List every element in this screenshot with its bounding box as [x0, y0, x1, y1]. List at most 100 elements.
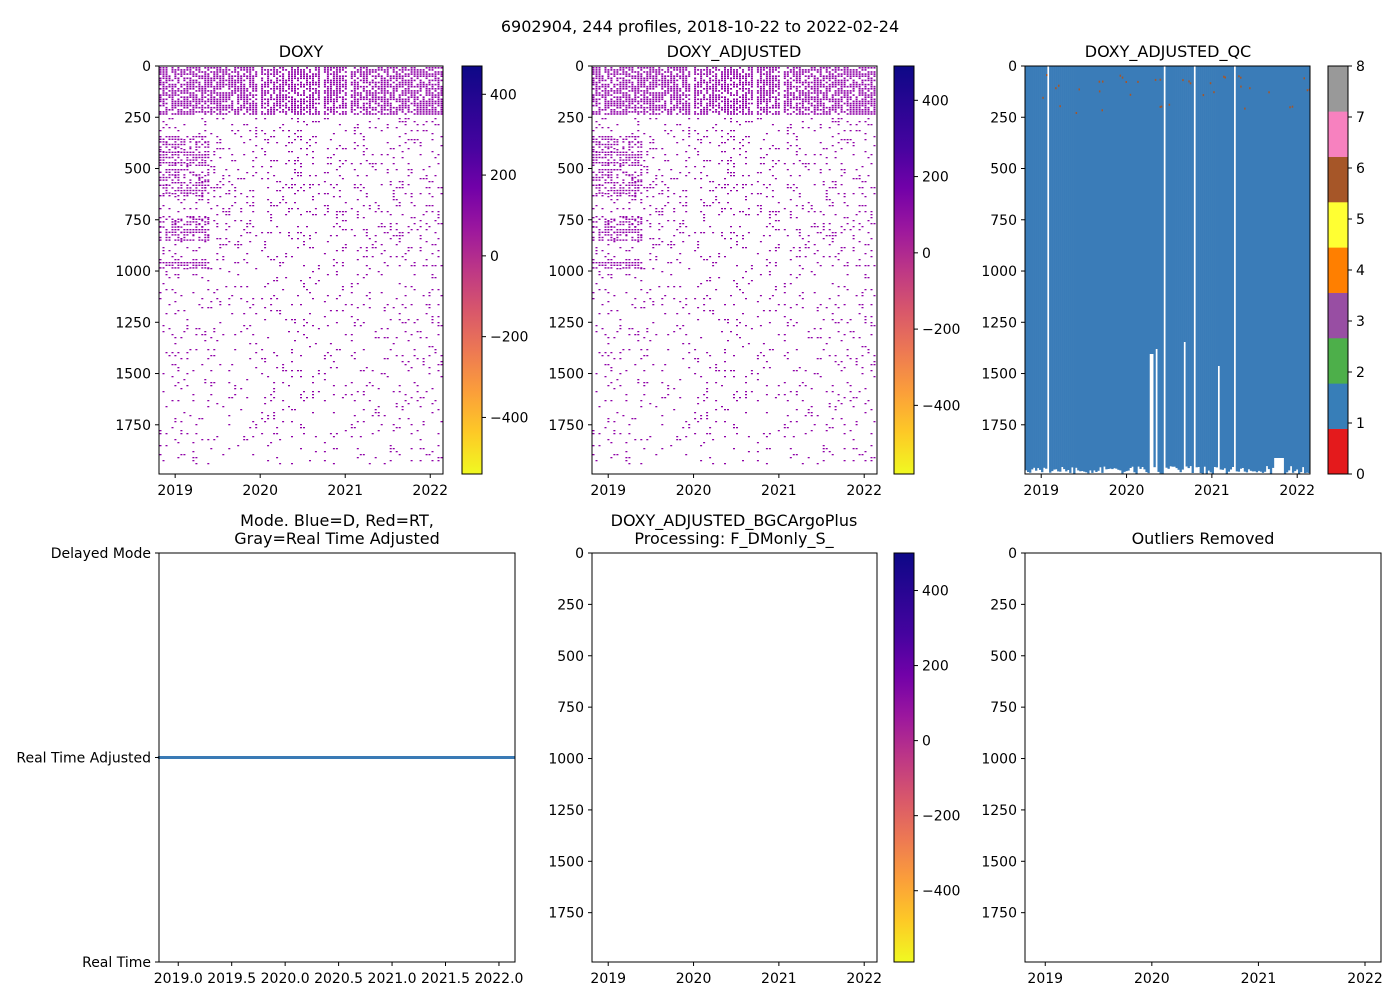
profile-sample	[419, 75, 422, 77]
profile-sample	[377, 75, 380, 77]
profile-sample	[655, 256, 658, 258]
profile-sample	[201, 184, 204, 186]
profile-sample	[359, 247, 362, 249]
profile-sample	[419, 83, 422, 86]
profile-sample	[309, 145, 311, 147]
profile-sample	[598, 142, 601, 144]
profile-sample	[721, 130, 723, 132]
profile-sample	[604, 364, 607, 366]
profile-sample	[643, 67, 646, 69]
profile-sample	[368, 463, 371, 465]
profile-sample	[598, 73, 601, 75]
profile-sample	[401, 100, 404, 103]
profile-sample	[344, 202, 347, 204]
profile-sample	[371, 109, 374, 111]
profile-sample	[309, 292, 311, 294]
profile-sample	[288, 73, 290, 75]
profile-sample	[264, 83, 267, 86]
profile-sample	[234, 286, 237, 288]
profile-sample	[189, 67, 192, 69]
x-tick-label: 2019	[157, 483, 193, 499]
profile-sample	[706, 92, 709, 94]
profile-sample	[694, 358, 697, 360]
profile-sample	[437, 364, 440, 366]
profile-sample	[628, 90, 631, 92]
profile-sample	[312, 325, 314, 327]
profile-sample	[282, 289, 285, 291]
profile-sample	[177, 151, 180, 153]
profile-sample	[303, 235, 305, 237]
profile-sample	[721, 83, 723, 86]
profile-sample	[231, 160, 234, 162]
profile-sample	[646, 190, 649, 192]
profile-sample	[386, 127, 389, 129]
profile-sample	[326, 73, 329, 75]
profile-sample	[700, 83, 703, 86]
profile-sample	[264, 244, 267, 246]
profile-sample	[273, 113, 276, 115]
profile-sample	[386, 113, 389, 115]
profile-sample	[592, 164, 595, 166]
profile-sample	[667, 385, 670, 387]
profile-sample	[422, 361, 425, 363]
profile-sample	[413, 113, 416, 115]
profile-sample	[437, 163, 440, 165]
profile-sample	[371, 85, 374, 88]
profile-sample	[162, 331, 165, 333]
profile-sample	[189, 100, 192, 103]
profile-sample	[183, 169, 186, 171]
profile-sample	[177, 69, 180, 71]
profile-sample	[628, 265, 631, 267]
profile-sample	[619, 268, 622, 270]
profile-sample	[189, 223, 192, 226]
profile-sample	[222, 211, 225, 213]
profile-sample	[613, 96, 616, 98]
profile-sample	[159, 136, 162, 138]
profile-sample	[410, 367, 413, 369]
profile-sample	[676, 124, 679, 126]
profile-sample	[359, 163, 362, 165]
profile-sample	[619, 111, 622, 113]
profile-sample	[673, 109, 676, 111]
profile-sample	[377, 81, 380, 84]
profile-sample	[652, 111, 655, 113]
profile-sample	[183, 268, 186, 270]
profile-sample	[616, 104, 619, 107]
profile-sample	[165, 169, 168, 171]
profile-sample	[685, 79, 688, 82]
profile-sample	[637, 141, 640, 143]
profile-sample	[673, 69, 676, 71]
profile-sample	[619, 234, 622, 236]
profile-sample	[712, 94, 715, 96]
profile-sample	[610, 146, 613, 148]
profile-sample	[252, 100, 255, 103]
profile-sample	[329, 106, 332, 109]
profile-sample	[700, 211, 703, 213]
profile-sample	[413, 90, 416, 92]
plot-area: 2019 2020 2021 2022 02505007501000125015001…	[548, 59, 882, 499]
profile-sample	[273, 175, 276, 177]
profile-sample	[368, 113, 371, 115]
profile-sample	[285, 253, 288, 255]
profile-sample	[634, 182, 637, 184]
profile-sample	[592, 69, 595, 71]
profile-sample	[437, 250, 440, 252]
profile-sample	[622, 94, 625, 96]
profile-sample	[326, 208, 329, 210]
profile-sample	[228, 211, 231, 213]
profile-sample	[676, 178, 679, 180]
profile-sample	[192, 239, 195, 241]
profile-sample	[204, 340, 207, 342]
profile-sample	[413, 98, 416, 101]
profile-sample	[213, 96, 216, 98]
profile-sample	[291, 102, 293, 105]
profile-sample	[392, 94, 395, 96]
profile-sample	[234, 113, 237, 115]
profile-sample	[619, 352, 622, 354]
profile-sample	[380, 424, 383, 426]
profile-sample	[267, 73, 270, 75]
profile-sample	[171, 100, 174, 103]
profile-sample	[709, 190, 712, 192]
profile-sample	[694, 100, 697, 103]
profile-sample	[210, 382, 213, 384]
